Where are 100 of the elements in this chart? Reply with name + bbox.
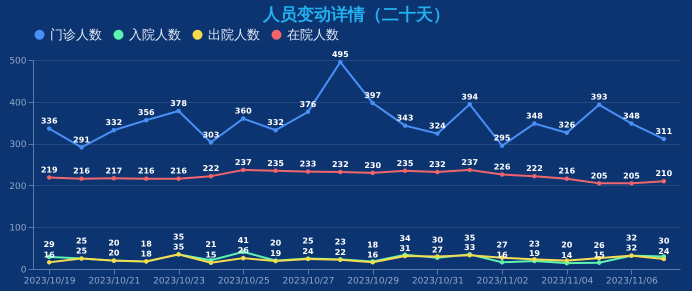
- data-label: 205: [623, 171, 640, 180]
- y-tick-label: 0: [20, 266, 27, 276]
- point: [112, 128, 116, 132]
- data-label: 29: [44, 240, 56, 249]
- point: [564, 130, 570, 135]
- data-label: 303: [202, 130, 220, 140]
- point: [208, 140, 214, 145]
- data-label: 20: [270, 238, 282, 248]
- y-tick-label: 300: [9, 140, 27, 150]
- data-label: 19: [270, 249, 282, 258]
- data-label: 291: [73, 135, 90, 144]
- point: [144, 176, 148, 181]
- point: [402, 123, 408, 128]
- data-label: 393: [590, 92, 608, 102]
- legend-label: 出院人数: [208, 28, 260, 43]
- x-tick-label: 2023/10/21: [88, 276, 140, 286]
- data-label: 18: [367, 240, 379, 250]
- data-label: 23: [334, 237, 346, 246]
- x-tick-label: 2023/10/27: [282, 276, 334, 286]
- point: [564, 176, 570, 181]
- point: [402, 168, 408, 173]
- point: [79, 145, 84, 150]
- point: [564, 258, 570, 263]
- data-label: 237: [234, 158, 252, 167]
- data-label: 22: [334, 248, 346, 257]
- point: [532, 174, 537, 178]
- point: [662, 256, 666, 262]
- data-label: 216: [558, 166, 576, 176]
- y-tick-label: 200: [9, 182, 27, 192]
- data-label: 326: [558, 120, 576, 130]
- x-tick-label: 2023/10/19: [24, 276, 76, 286]
- point: [176, 176, 181, 181]
- chart-title: 人员变动详情（二十天）: [262, 5, 450, 25]
- data-label: 16: [367, 250, 379, 260]
- data-label: 20: [108, 238, 120, 248]
- point: [338, 170, 343, 174]
- y-tick-label: 100: [9, 224, 27, 234]
- data-label: 32: [626, 234, 638, 243]
- point: [273, 128, 278, 132]
- data-label: 217: [106, 166, 122, 176]
- point: [46, 175, 52, 180]
- data-label: 356: [138, 108, 156, 118]
- data-label: 295: [494, 134, 511, 143]
- data-label: 34: [399, 234, 412, 243]
- data-label: 21: [205, 240, 217, 250]
- data-label: 216: [73, 166, 90, 176]
- point: [241, 256, 246, 260]
- point: [500, 143, 504, 148]
- point: [532, 121, 537, 126]
- data-label: 216: [170, 166, 188, 176]
- data-label: 41: [238, 236, 250, 245]
- data-label: 20: [108, 248, 120, 258]
- point: [596, 260, 602, 265]
- point: [467, 102, 472, 107]
- data-label: 19: [528, 249, 540, 258]
- data-label: 35: [173, 242, 185, 252]
- point: [144, 118, 148, 122]
- data-label: 324: [429, 122, 446, 131]
- data-label: 32: [626, 244, 638, 253]
- point: [208, 260, 214, 265]
- data-label: 30: [432, 235, 444, 244]
- data-label: 376: [300, 100, 317, 109]
- data-label: 336: [40, 116, 58, 126]
- data-label: 332: [106, 118, 122, 128]
- data-label: 394: [461, 92, 479, 102]
- data-label: 20: [561, 240, 573, 250]
- x-tick-label: 2023/11/04: [541, 276, 594, 286]
- data-label: 35: [464, 233, 476, 242]
- point: [338, 60, 343, 64]
- point: [662, 178, 666, 184]
- data-label: 397: [364, 91, 382, 100]
- data-label: 222: [202, 164, 220, 174]
- data-label: 230: [364, 160, 382, 170]
- x-tick-label: 2023/10/23: [153, 276, 206, 286]
- point: [467, 168, 472, 172]
- point: [435, 170, 440, 174]
- data-label: 18: [140, 239, 152, 248]
- x-tick-label: 2023/11/02: [476, 276, 529, 286]
- point: [629, 121, 634, 126]
- data-label: 232: [429, 160, 446, 170]
- point: [500, 172, 504, 177]
- point: [662, 136, 666, 142]
- data-label: 25: [76, 246, 88, 256]
- data-label: 232: [332, 160, 349, 170]
- data-label: 237: [461, 158, 478, 167]
- point: [435, 131, 440, 136]
- point: [500, 260, 504, 265]
- point: [79, 176, 84, 181]
- data-label: 360: [234, 106, 252, 116]
- x-tick-label: 2023/11/06: [606, 276, 658, 286]
- data-label: 30: [658, 236, 670, 246]
- data-label: 495: [332, 50, 350, 60]
- y-tick-label: 500: [9, 56, 27, 66]
- data-label: 219: [40, 165, 58, 174]
- data-label: 235: [396, 158, 414, 168]
- data-label: 15: [205, 250, 217, 260]
- point: [370, 100, 375, 106]
- data-label: 332: [267, 118, 284, 128]
- point: [241, 168, 246, 172]
- data-label: 348: [526, 112, 544, 121]
